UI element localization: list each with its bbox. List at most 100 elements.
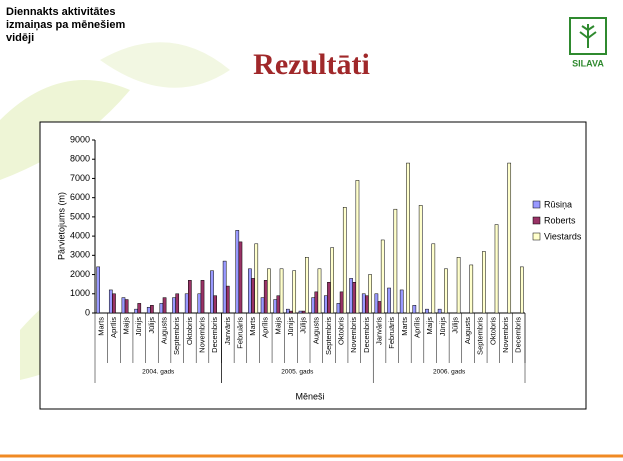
- x-tick-label: Septembris: [324, 317, 333, 355]
- bar: [362, 294, 365, 313]
- y-tick-label: 4000: [70, 230, 90, 240]
- bar: [413, 305, 416, 313]
- legend-swatch: [533, 233, 540, 240]
- x-tick-label: Maijs: [425, 317, 434, 335]
- x-tick-label: Jūnijs: [286, 317, 295, 336]
- x-tick-label: Jūnijs: [134, 317, 143, 336]
- bar: [343, 207, 346, 313]
- bar: [378, 301, 381, 313]
- y-tick-label: 0: [85, 307, 90, 317]
- x-tick-label: Jūlijs: [450, 317, 459, 334]
- x-tick-label: Decembris: [210, 317, 219, 353]
- bar: [375, 294, 378, 313]
- bar: [286, 309, 289, 313]
- bar: [312, 298, 315, 313]
- bar: [299, 311, 302, 313]
- bar: [365, 296, 368, 313]
- x-tick-label: Augusts: [463, 317, 472, 344]
- bar: [324, 296, 327, 313]
- x-tick-label: Oktobris: [337, 317, 346, 345]
- bar: [470, 265, 473, 313]
- x-tick-label: Novembris: [349, 317, 358, 353]
- x-tick-label: Februāris: [235, 317, 244, 349]
- bar: [387, 288, 390, 313]
- bar: [188, 280, 191, 313]
- bar: [432, 244, 435, 313]
- bar: [406, 163, 409, 313]
- bar: [327, 282, 330, 313]
- bar: [198, 294, 201, 313]
- x-tick-label: Marts: [96, 317, 105, 336]
- bar: [495, 225, 498, 313]
- bar: [97, 267, 100, 313]
- x-tick-label: Augusts: [311, 317, 320, 344]
- bar: [172, 298, 175, 313]
- bar: [147, 307, 150, 313]
- bar: [248, 269, 251, 313]
- legend-label: Viestards: [544, 231, 582, 241]
- bar: [482, 251, 485, 313]
- x-tick-label: Marts: [248, 317, 257, 336]
- bar: [340, 292, 343, 313]
- x-tick-label: Jūlijs: [147, 317, 156, 334]
- y-tick-label: 3000: [70, 250, 90, 260]
- bar: [214, 296, 217, 313]
- bar: [274, 300, 277, 313]
- group-label: 2005. gads: [281, 369, 314, 376]
- bar: [264, 280, 267, 313]
- bar: [305, 257, 308, 313]
- chart: Pārvietojums (m) Mēneši 0 1000 2000 3000 400…: [0, 0, 623, 461]
- bar: [438, 309, 441, 313]
- bar: [381, 240, 384, 313]
- x-tick-label: Aprīlis: [412, 317, 421, 338]
- x-tick-label: Maijs: [273, 317, 282, 335]
- x-tick-label: Augusts: [160, 317, 169, 344]
- x-tick-label: Jūnijs: [438, 317, 447, 336]
- x-tick-label: Marts: [400, 317, 409, 336]
- bar: [185, 294, 188, 313]
- x-tick-label: Maijs: [122, 317, 131, 335]
- bar: [315, 292, 318, 313]
- bar: [201, 280, 204, 313]
- bar: [520, 267, 523, 313]
- y-tick-label: 2000: [70, 269, 90, 279]
- bar: [280, 269, 283, 313]
- bar: [425, 309, 428, 313]
- x-tick-label: Janvāris: [375, 317, 384, 345]
- bar: [350, 278, 353, 313]
- group-label: 2004. gads: [142, 369, 175, 376]
- y-tick-label: 1000: [70, 288, 90, 298]
- bar: [331, 248, 334, 313]
- bar: [356, 180, 359, 313]
- x-tick-label: Novembris: [197, 317, 206, 353]
- slide: SILAVA Diennakts aktivitātes izmaiņas pa…: [0, 0, 623, 461]
- bar: [163, 298, 166, 313]
- bar: [239, 242, 242, 313]
- bar: [112, 294, 115, 313]
- bar: [122, 298, 125, 313]
- bar: [150, 305, 153, 313]
- x-axis-label: Mēneši: [295, 391, 324, 401]
- bar: [261, 298, 264, 313]
- bar: [252, 278, 255, 313]
- x-tick-label: Decembris: [362, 317, 371, 353]
- bar: [125, 300, 128, 313]
- bar: [210, 271, 213, 313]
- x-tick-label: Jūlijs: [299, 317, 308, 334]
- bar: [109, 290, 112, 313]
- bar: [135, 309, 138, 313]
- group-label: 2006. gads: [433, 369, 466, 376]
- bar: [419, 205, 422, 313]
- x-tick-label: Septembris: [476, 317, 485, 355]
- bar: [255, 244, 258, 313]
- x-tick-label: Novembris: [501, 317, 510, 353]
- bar: [318, 269, 321, 313]
- bar: [277, 296, 280, 313]
- bar: [444, 269, 447, 313]
- bar: [337, 303, 340, 313]
- bar: [400, 290, 403, 313]
- x-tick-label: Janvāris: [223, 317, 232, 345]
- y-axis-label: Pārvietojums (m): [56, 192, 66, 260]
- x-tick-label: Aprīlis: [109, 317, 118, 338]
- bar: [160, 303, 163, 313]
